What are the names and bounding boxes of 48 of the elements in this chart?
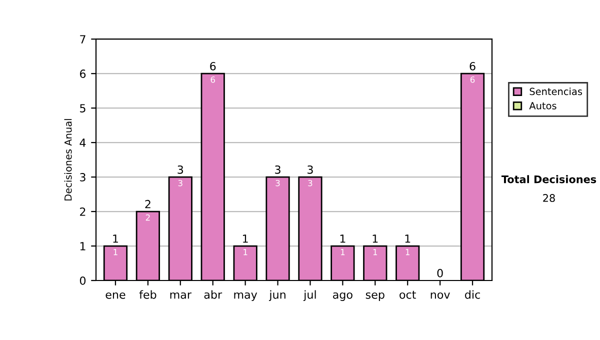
y-tick-label: 7	[80, 35, 86, 44]
total-label: 3	[308, 165, 313, 174]
total-label: 2	[145, 200, 150, 208]
data-label: 3	[276, 180, 280, 186]
text: Total Decisiones	[501, 175, 596, 184]
y-tick-label: 0	[80, 276, 86, 285]
x-tick-label: ago	[333, 292, 352, 301]
x-tick-label: sep	[366, 292, 384, 301]
data-label: 6	[210, 76, 215, 83]
total-label: 0	[437, 268, 443, 278]
total-label: 1	[405, 234, 410, 243]
data-label: 3	[308, 180, 312, 186]
y-tick-label: 3	[80, 173, 86, 182]
x-tick-label: jul	[303, 290, 316, 301]
x-tick-label: may	[234, 292, 258, 301]
x-tick-label: feb	[139, 290, 156, 299]
data-label: 1	[406, 249, 410, 256]
total-label: 3	[178, 165, 184, 174]
y-tick-label: 2	[80, 208, 86, 216]
y-tick-label: 6	[80, 70, 86, 78]
x-tick-label: ene	[106, 292, 126, 299]
data-label: 6	[470, 76, 475, 83]
text: 28	[543, 194, 555, 202]
y-tick-label: 1	[80, 242, 86, 250]
legend-label: Sentencias	[530, 88, 582, 96]
total-label: 6	[210, 62, 216, 70]
x-tick-label: mar	[170, 292, 192, 299]
data-label: 1	[114, 249, 118, 256]
total-label: 1	[372, 234, 378, 243]
x-tick-label: jun	[268, 290, 286, 301]
x-tick-label: oct	[400, 290, 416, 299]
y-tick-label: 5	[80, 104, 86, 112]
total-label: 6	[470, 62, 476, 70]
total-label: 1	[113, 234, 118, 243]
data-label: 3	[178, 180, 182, 186]
y-tick-label: 4	[80, 138, 86, 147]
data-label: 2	[146, 214, 150, 221]
x-tick-label: abr	[204, 290, 222, 299]
total-label: 1	[242, 234, 248, 243]
total-label: 1	[340, 234, 346, 243]
data-label: 1	[340, 249, 345, 256]
data-label: 1	[244, 249, 248, 256]
total-label: 3	[275, 165, 280, 174]
legend-label: Autos	[529, 102, 556, 110]
x-tick-label: nov	[430, 292, 450, 299]
data-label: 1	[373, 249, 378, 256]
y-axis-title: Decisiones Anual	[64, 119, 72, 200]
x-tick-label: dic	[465, 290, 480, 299]
